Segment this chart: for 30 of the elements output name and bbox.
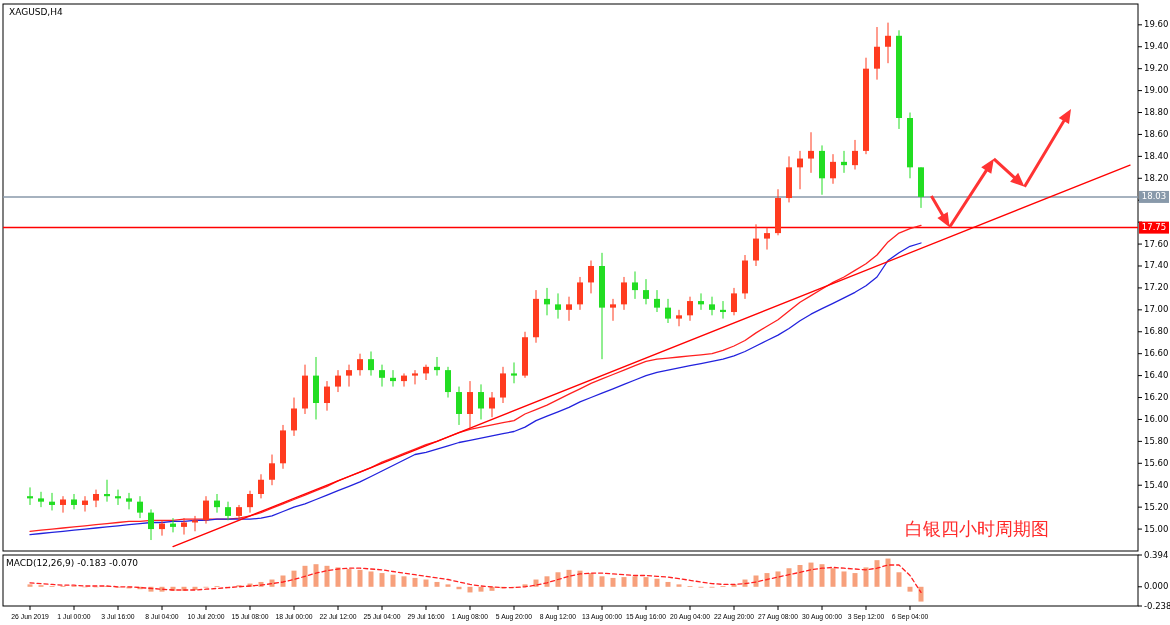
annotation: 白银四小时周期图 [905,518,1050,539]
y-tick-label: 17.40 [1144,260,1169,271]
y-tick-label: 15.20 [1144,501,1169,512]
y-tick-label: -0.238 [1144,600,1170,611]
y-tick-label: 18.60 [1144,128,1169,139]
y-tick-label: 15.80 [1144,435,1169,446]
y-tick-label: 18.20 [1144,172,1169,183]
y-tick-label: 0.000 [1144,581,1169,592]
y-tick-label: 19.60 [1144,19,1169,30]
ref-line-label: 18.03 [1141,191,1167,202]
ref-line-label: 17.75 [1141,222,1167,233]
y-tick-label: 18.40 [1144,150,1169,161]
y-tick-label: 15.60 [1144,457,1169,468]
y-tick-label: 16.60 [1144,348,1169,359]
chart-title: XAGUSD,H4 [9,7,63,17]
y-tick-label: 16.00 [1144,413,1169,424]
y-tick-label: 16.20 [1144,392,1169,403]
y-tick-label: 19.20 [1144,63,1169,74]
y-tick-label: 16.40 [1144,370,1169,381]
y-tick-label: 17.60 [1144,238,1169,249]
y-tick-label: 17.20 [1144,282,1169,293]
y-tick-label: 19.00 [1144,85,1169,96]
y-tick-label: 19.40 [1144,41,1169,52]
y-tick-label: 0.394 [1144,549,1169,560]
chart-title: MACD(12,26,9) -0.183 -0.070 [6,558,139,568]
y-tick-label: 15.40 [1144,479,1169,490]
y-tick-label: 17.00 [1144,304,1169,315]
y-tick-label: 15.00 [1144,523,1169,534]
y-tick-label: 16.80 [1144,326,1169,337]
y-tick-label: 18.80 [1144,107,1169,118]
